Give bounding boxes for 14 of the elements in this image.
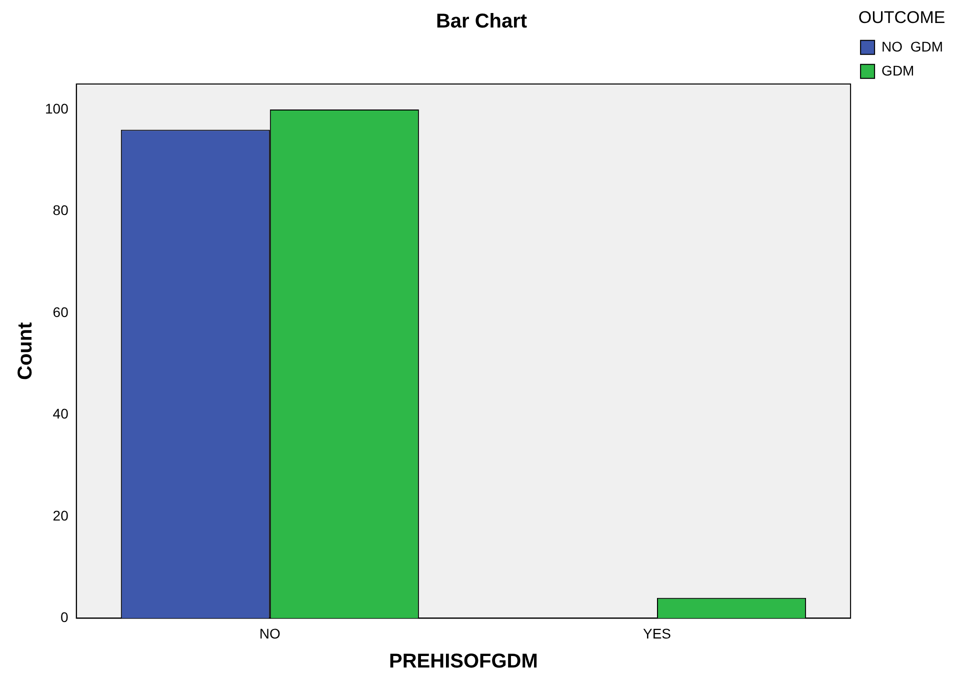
y-tick-label: 0 [60,609,69,626]
x-axis-title: PREHISOFGDM [389,650,538,673]
chart-title: Bar Chart [436,10,528,33]
x-tick-label: YES [643,625,672,642]
y-tick-label: 80 [52,202,69,218]
y-tick-label: 40 [52,406,69,422]
y-tick-label: 100 [45,100,69,116]
legend-label: NO GDM [882,38,944,54]
legend-title: OUTCOME [858,8,946,28]
y-tick-label: 60 [52,304,69,320]
x-tick-label: NO [259,625,281,642]
legend-label: GDM [882,62,914,78]
y-tick-label: 20 [52,507,69,524]
y-axis-title: Count [14,322,37,380]
